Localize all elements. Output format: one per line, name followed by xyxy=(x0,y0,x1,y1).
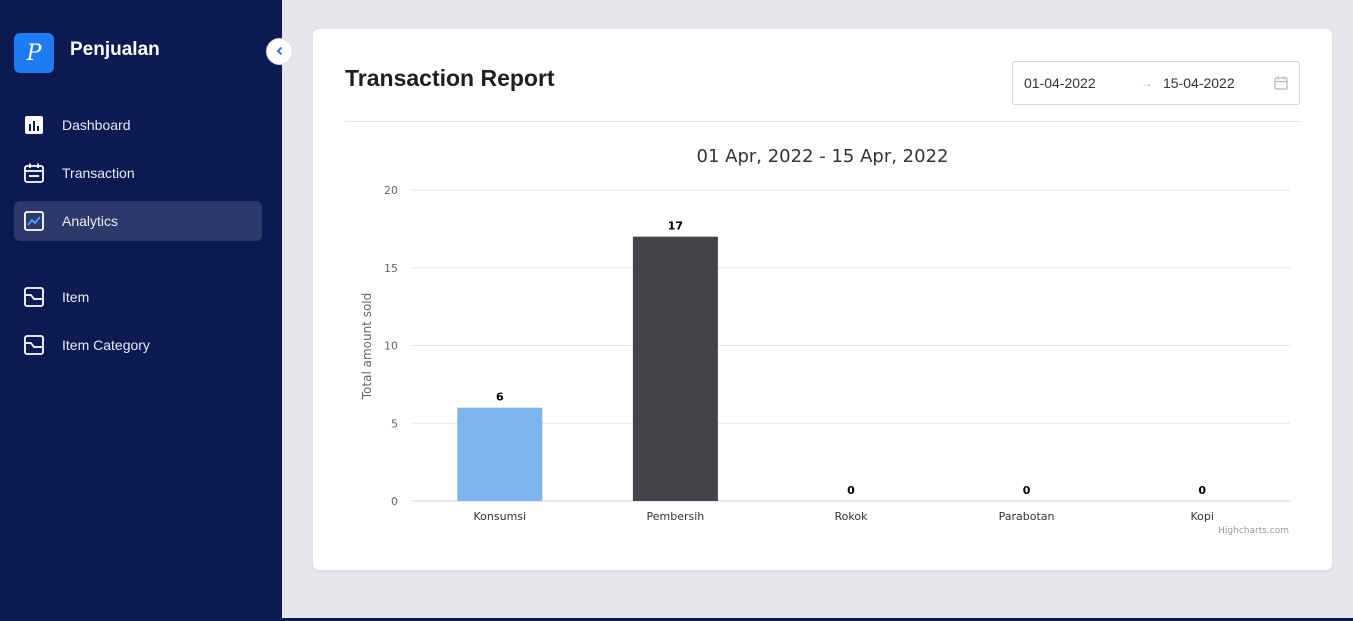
arrow-right-icon: → xyxy=(1141,76,1153,90)
sidebar-item-label: Transaction xyxy=(62,165,135,181)
brand-logo: P xyxy=(14,33,54,73)
date-range-picker[interactable]: 01-04-2022 → 15-04-2022 xyxy=(1012,61,1300,105)
report-card: Transaction Report 01-04-2022 → 15-04-20… xyxy=(313,29,1332,570)
brand[interactable]: P Penjualan xyxy=(14,33,160,73)
sidebar-item-dashboard[interactable]: Dashboard xyxy=(14,105,262,145)
sidebar-item-label: Analytics xyxy=(62,213,119,229)
bar-chart-icon xyxy=(23,114,45,136)
line-chart-icon xyxy=(23,210,45,232)
sidebar-item-item-category[interactable]: Item Category xyxy=(14,325,262,365)
item-icon xyxy=(23,286,45,308)
sidebar-item-label: Item Category xyxy=(62,337,150,353)
item-category-icon xyxy=(23,334,45,356)
date-start-input[interactable]: 01-04-2022 xyxy=(1024,75,1096,91)
sidebar-item-transaction[interactable]: Transaction xyxy=(14,153,262,193)
sidebar-item-label: Dashboard xyxy=(62,117,131,133)
brand-name: Penjualan xyxy=(70,39,160,60)
sidebar-item-label: Item xyxy=(62,289,90,305)
sidebar-item-item[interactable]: Item xyxy=(14,277,262,317)
chevron-left-icon xyxy=(275,43,285,61)
page-title: Transaction Report xyxy=(345,65,555,91)
calendar-icon xyxy=(1274,76,1288,93)
date-end-input[interactable]: 15-04-2022 xyxy=(1163,75,1235,91)
bottom-border xyxy=(0,618,1353,621)
calendar-icon xyxy=(23,162,45,184)
collapse-sidebar-button[interactable] xyxy=(266,38,293,65)
divider xyxy=(345,121,1300,122)
sidebar: P Penjualan Dashboard Transaction Analyt… xyxy=(0,0,282,621)
sidebar-item-analytics[interactable]: Analytics xyxy=(14,201,262,241)
